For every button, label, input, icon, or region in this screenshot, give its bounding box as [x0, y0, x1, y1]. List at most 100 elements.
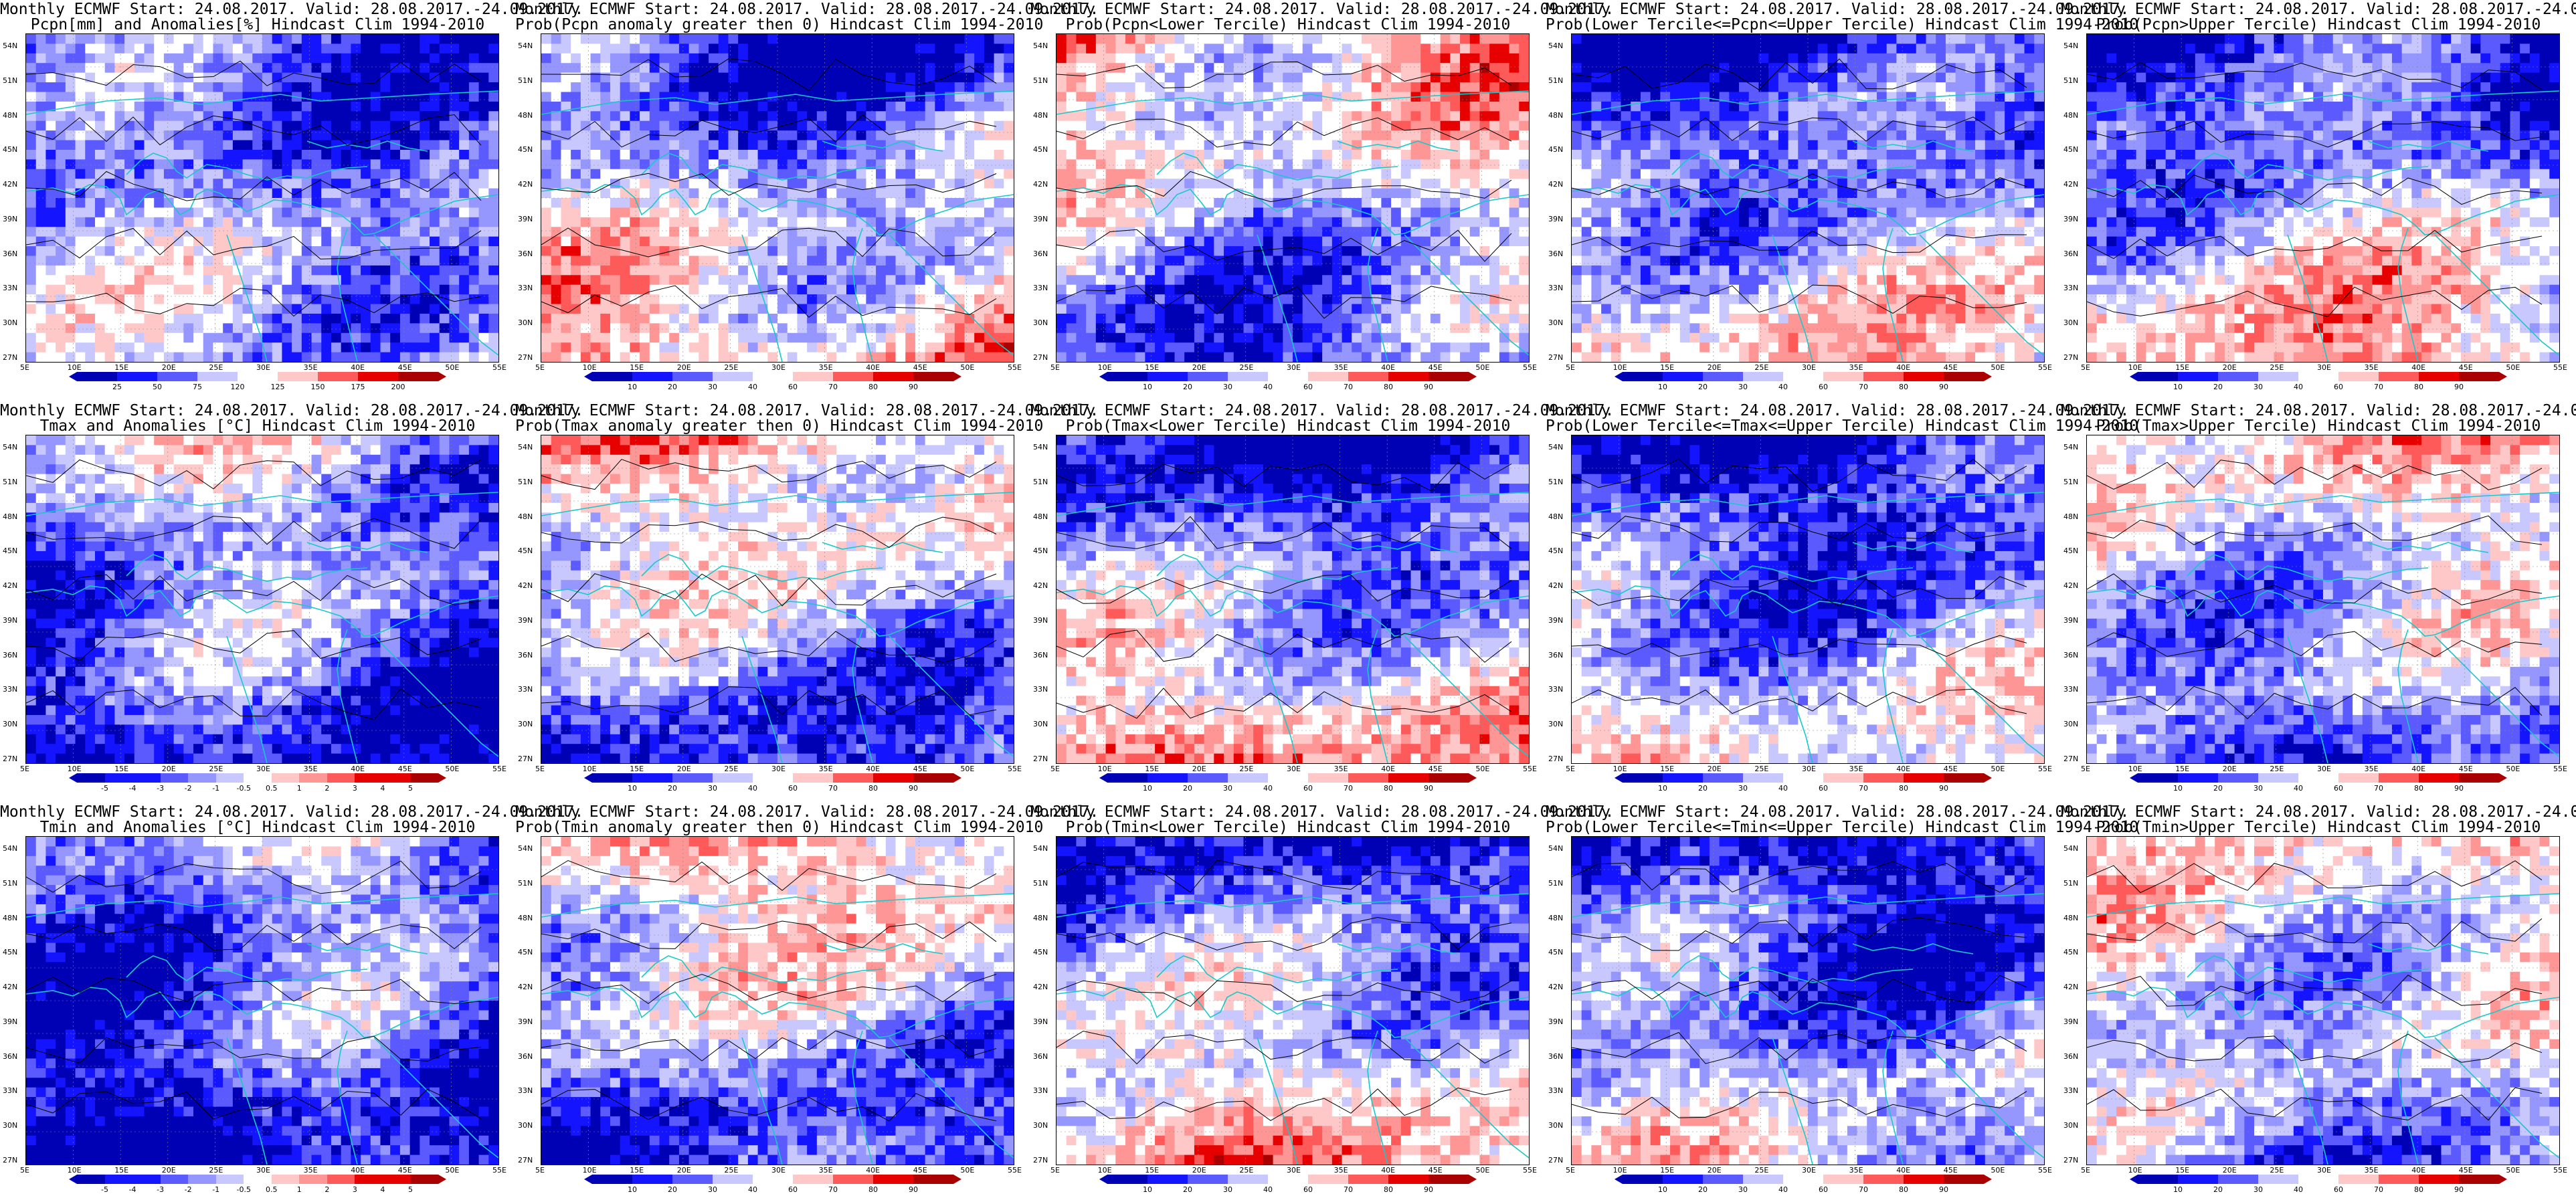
field-cell — [1460, 130, 1471, 141]
field-cell — [213, 284, 223, 295]
field-cell — [1145, 101, 1156, 112]
field-cell — [1164, 294, 1176, 305]
field-cell — [856, 188, 866, 199]
field-cell — [163, 92, 175, 102]
field-cell — [321, 82, 332, 93]
field-cell — [124, 275, 135, 286]
field-cell — [124, 256, 135, 266]
field-cell — [321, 352, 332, 362]
field-cell — [876, 169, 887, 179]
field-cell — [699, 149, 709, 160]
field-cell — [925, 149, 935, 160]
field-cell — [311, 246, 322, 257]
field-cell — [836, 236, 847, 247]
field-cell — [1174, 236, 1185, 247]
field-cell — [925, 265, 935, 276]
field-cell — [1155, 256, 1166, 266]
field-cell — [252, 342, 263, 353]
field-cell — [1224, 198, 1234, 209]
field-cell — [1489, 92, 1500, 102]
field-cell — [134, 256, 145, 266]
field-cell — [994, 217, 1004, 227]
field-cell — [678, 101, 690, 112]
field-cell — [351, 101, 361, 112]
field-cell — [797, 323, 808, 334]
field-cell — [242, 256, 253, 266]
field-cell — [728, 313, 739, 324]
field-cell — [1391, 294, 1402, 305]
field-cell — [1371, 43, 1382, 54]
longitude-label: 25E — [724, 363, 738, 372]
field-cell — [895, 188, 906, 199]
field-cell — [56, 149, 66, 160]
field-cell — [1312, 34, 1323, 45]
field-cell — [321, 284, 332, 295]
latitude-label: 42N — [3, 180, 17, 189]
field-cell — [738, 120, 749, 131]
field-cell — [1440, 92, 1451, 102]
field-cell — [807, 207, 818, 218]
field-cell — [1214, 236, 1224, 247]
field-cell — [56, 92, 66, 102]
field-cell — [1499, 140, 1510, 150]
field-cell — [124, 323, 135, 334]
field-cell — [242, 179, 253, 189]
field-cell — [954, 149, 965, 160]
field-cell — [945, 342, 955, 353]
field-cell — [399, 82, 411, 93]
field-cell — [1312, 92, 1323, 102]
field-cell — [640, 304, 650, 314]
field-cell — [94, 82, 106, 93]
field-cell — [351, 92, 361, 102]
field-cell — [1204, 294, 1214, 305]
field-cell — [1194, 43, 1205, 54]
field-cell — [242, 294, 253, 305]
field-cell — [1430, 72, 1441, 83]
field-cell — [1233, 34, 1245, 45]
field-cell — [1361, 159, 1372, 170]
field-cell — [1174, 63, 1185, 74]
field-cell — [1420, 304, 1431, 314]
field-cell — [1273, 179, 1283, 189]
field-cell — [935, 130, 945, 141]
field-cell — [1233, 265, 1245, 276]
field-cell — [1164, 159, 1176, 170]
field-cell — [895, 304, 906, 314]
field-cell — [767, 188, 778, 199]
field-cell — [331, 323, 342, 334]
field-cell — [1342, 188, 1352, 199]
field-cell — [35, 159, 47, 170]
field-cell — [669, 120, 680, 131]
field-cell — [945, 169, 955, 179]
field-cell — [213, 342, 223, 353]
field-cell — [144, 265, 155, 276]
field-cell — [1273, 236, 1283, 247]
field-cell — [301, 284, 312, 295]
field-cell — [797, 236, 808, 247]
field-cell — [1469, 256, 1481, 266]
field-cell — [767, 304, 778, 314]
field-cell — [45, 265, 56, 276]
field-cell — [1331, 323, 1343, 334]
field-cell — [1273, 227, 1283, 237]
field-cell — [1056, 227, 1067, 237]
field-cell — [1194, 130, 1205, 141]
field-cell — [104, 294, 115, 305]
field-cell — [718, 332, 729, 343]
field-cell — [85, 294, 96, 305]
field-cell — [541, 101, 552, 112]
field-cell — [1489, 265, 1500, 276]
field-cell — [390, 342, 401, 353]
field-cell — [1095, 130, 1107, 141]
field-cell — [173, 43, 184, 54]
field-cell — [468, 130, 480, 141]
field-cell — [193, 198, 204, 209]
field-cell — [272, 130, 283, 141]
field-cell — [699, 236, 709, 247]
field-cell — [331, 294, 342, 305]
field-cell — [747, 342, 759, 353]
field-cell — [1283, 101, 1293, 112]
field-cell — [1440, 130, 1451, 141]
field-cell — [124, 246, 135, 257]
field-cell — [1352, 140, 1362, 150]
